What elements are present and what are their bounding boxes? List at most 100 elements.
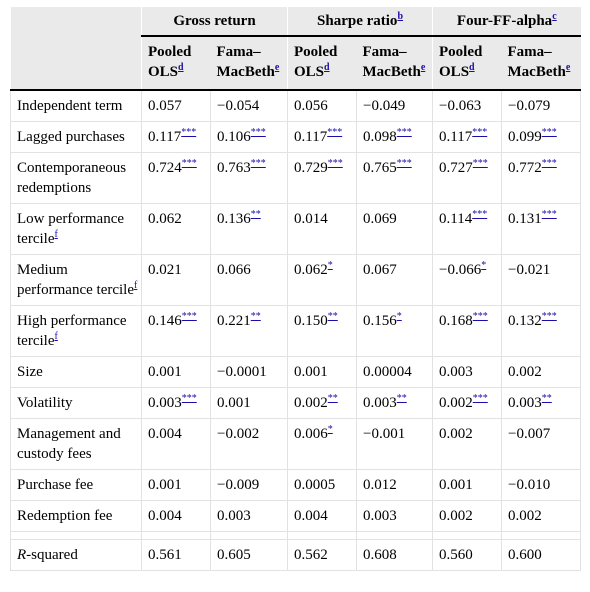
cell-value: −0.063 (439, 98, 482, 114)
row-label: Redemption fee (10, 500, 142, 532)
row-label: Medium performance tercilef (10, 254, 142, 306)
spacer-cell (355, 531, 433, 540)
footnote-link[interactable]: b (397, 11, 403, 22)
spacer-row (10, 531, 582, 540)
stub-subheader (10, 36, 142, 91)
table-cell: 0.062 (141, 203, 211, 255)
table-cell: −0.066* (432, 254, 502, 306)
table-cell: −0.009 (210, 469, 288, 501)
cell-value: 0.729 (294, 160, 328, 176)
significance-marker[interactable]: *** (541, 158, 557, 169)
significance-marker[interactable]: * (327, 424, 333, 435)
table-cell: 0.012 (355, 469, 433, 501)
significance-marker[interactable]: ** (250, 209, 261, 220)
significance-marker[interactable]: *** (181, 127, 197, 138)
footnote-link[interactable]: e (420, 62, 426, 73)
significance-marker[interactable]: * (481, 260, 487, 271)
cell-value: 0.003 (439, 364, 473, 380)
significance-marker[interactable]: *** (181, 158, 197, 169)
cell-value: 0.002 (439, 508, 473, 524)
row-label: Volatility (10, 387, 142, 419)
row-label: Lagged purchases (10, 121, 142, 153)
footnote-link[interactable]: c (552, 11, 557, 22)
table-cell: 0.066 (210, 254, 288, 306)
footnote-link[interactable]: e (565, 62, 571, 73)
cell-value: −0.0001 (217, 364, 267, 380)
table-cell: 0.057 (141, 90, 211, 122)
table-cell: 0.724*** (141, 152, 211, 204)
significance-marker[interactable]: *** (250, 158, 266, 169)
table-cell: 0.002 (432, 500, 502, 532)
row-label: Low performance tercilef (10, 203, 142, 255)
table-cell: 0.099*** (501, 121, 582, 153)
table-cell: 0.004 (287, 500, 357, 532)
significance-marker[interactable]: *** (472, 127, 488, 138)
table-cell: 0.002 (501, 500, 582, 532)
row-label: Purchase fee (10, 469, 142, 501)
cell-value: −0.021 (508, 262, 551, 278)
table-cell: 0.608 (355, 539, 433, 571)
cell-value: 0.098 (363, 129, 397, 145)
significance-marker[interactable]: *** (250, 127, 266, 138)
cell-value: 0.131 (508, 211, 542, 227)
cell-value: 0.605 (217, 547, 251, 563)
group-header-gross-return: Gross return (141, 7, 288, 37)
subheader-pooled-ols: Pooled OLSd (141, 36, 211, 91)
significance-marker[interactable]: * (327, 260, 333, 271)
table-cell: −0.021 (501, 254, 582, 306)
significance-marker[interactable]: ** (327, 311, 338, 322)
group-header-row: Gross return Sharpe ratiob Four-FF-alpha… (10, 7, 581, 37)
significance-marker[interactable]: ** (250, 311, 261, 322)
significance-marker[interactable]: *** (396, 127, 412, 138)
significance-marker[interactable]: *** (396, 158, 412, 169)
footnote-link[interactable]: d (469, 62, 475, 73)
cell-value: −0.009 (217, 477, 260, 493)
significance-marker[interactable]: *** (472, 158, 488, 169)
significance-marker[interactable]: *** (327, 127, 343, 138)
significance-marker[interactable]: *** (472, 393, 488, 404)
table-cell: −0.079 (501, 90, 582, 122)
table-cell: −0.049 (355, 90, 433, 122)
cell-value: 0.004 (294, 508, 328, 524)
significance-marker[interactable]: *** (541, 127, 557, 138)
row-label-text: Low performance tercile (17, 211, 125, 247)
regression-table: Gross return Sharpe ratiob Four-FF-alpha… (10, 7, 582, 571)
table-cell: 0.605 (210, 539, 288, 571)
footnote-link[interactable]: e (274, 62, 280, 73)
footnote-link[interactable]: f (54, 229, 58, 240)
significance-marker[interactable]: ** (396, 393, 407, 404)
significance-marker[interactable]: *** (541, 311, 557, 322)
cell-value: 0.724 (148, 160, 182, 176)
cell-value: 0.168 (439, 313, 473, 329)
row-label-text: Lagged purchases (17, 129, 125, 145)
cell-value: 0.062 (148, 211, 182, 227)
cell-value: 0.117 (439, 129, 473, 145)
significance-marker[interactable]: *** (541, 209, 557, 220)
sub-header-row: Pooled OLSd Fama– MacBethe Pooled OLSd Fama– Ma… (10, 36, 581, 91)
table-cell: 0.003** (501, 387, 582, 419)
cell-value: 0.150 (294, 313, 328, 329)
significance-marker[interactable]: ** (327, 393, 338, 404)
table-cell: 0.002 (501, 356, 582, 388)
table-row: Contemporaneous redemptions 0.724*** 0.763… (10, 152, 582, 204)
cell-value: 0.117 (148, 129, 182, 145)
r-squared-italic: R (17, 547, 27, 563)
cell-value: 0.132 (508, 313, 542, 329)
significance-marker[interactable]: *** (472, 311, 488, 322)
table-row: Medium performance tercilef 0.021 0.066 0.0… (10, 254, 582, 306)
significance-marker[interactable]: ** (541, 393, 552, 404)
significance-marker[interactable]: *** (181, 311, 197, 322)
cell-value: −0.049 (363, 98, 406, 114)
significance-marker[interactable]: * (396, 311, 402, 322)
significance-marker[interactable]: *** (327, 158, 343, 169)
footnote-link[interactable]: f (134, 280, 138, 291)
table-cell: −0.002 (210, 418, 288, 470)
cell-value: 0.600 (508, 547, 542, 563)
footnote-link[interactable]: d (178, 62, 184, 73)
significance-marker[interactable]: *** (181, 393, 197, 404)
footnote-link[interactable]: f (54, 331, 58, 342)
cell-value: 0.002 (439, 426, 473, 442)
footnote-link[interactable]: d (324, 62, 330, 73)
significance-marker[interactable]: *** (472, 209, 488, 220)
table-row: Independent term 0.057 −0.054 0.056 −0.049 −0… (10, 90, 582, 122)
